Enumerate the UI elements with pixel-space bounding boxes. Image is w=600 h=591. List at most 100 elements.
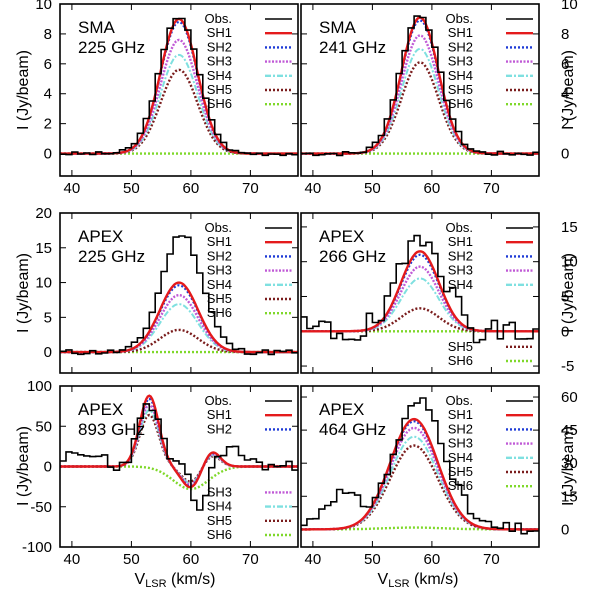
- series-sh3: [60, 293, 298, 354]
- y-tick-label: 0: [561, 146, 569, 163]
- series-obs: [301, 15, 539, 157]
- y-tick-label: 4: [44, 86, 52, 103]
- y-tick-label: 6: [561, 56, 569, 73]
- legend-label: SH4: [207, 499, 232, 514]
- x-tick-label: 50: [364, 551, 381, 568]
- x-axis-title: VLSR (km/s): [135, 571, 216, 590]
- y-tick-label: 30: [561, 455, 578, 472]
- panel-label: APEX: [319, 400, 364, 419]
- legend-label: SH6: [207, 96, 232, 111]
- legend-label: SH4: [448, 277, 473, 292]
- panel-label: 464 GHz: [319, 420, 386, 439]
- series-group: [60, 394, 298, 511]
- legend-label: SH5: [207, 291, 232, 306]
- y-axis-title: I (Jy/beam): [15, 50, 32, 130]
- series-group: [60, 235, 298, 356]
- x-tick-label: 40: [305, 180, 322, 197]
- series-sh2: [301, 253, 539, 333]
- panel-label: 225 GHz: [78, 38, 145, 57]
- legend-label: SH2: [207, 248, 232, 263]
- legend-label: SH2: [448, 39, 473, 54]
- panel-frame: [59, 212, 299, 374]
- y-tick-label: -50: [30, 499, 52, 516]
- series-sh4: [301, 277, 539, 333]
- y-tick-label: 100: [27, 378, 52, 395]
- y-tick-label: 0: [561, 521, 569, 538]
- x-tick-label: 40: [305, 551, 322, 568]
- x-tick-label: 40: [64, 551, 81, 568]
- legend-label: SH1: [207, 234, 232, 249]
- panel-frame: [300, 3, 540, 177]
- y-tick-label: -5: [561, 358, 574, 375]
- legend-label: SH3: [448, 54, 473, 69]
- legend-label: SH6: [448, 478, 473, 493]
- legend-label: SH6: [448, 96, 473, 111]
- series-sh3: [301, 265, 539, 333]
- y-tick-label: 5: [44, 309, 52, 326]
- y-tick-label: 50: [35, 418, 52, 435]
- series-sh4: [301, 47, 539, 155]
- y-axis-title: I (Jy/beam): [15, 426, 32, 506]
- y-axis-title: I (Jy/beam): [560, 426, 577, 506]
- y-axis-title: I (Jy/beam): [15, 253, 32, 333]
- panel-frame: [59, 3, 299, 177]
- series-sh5: [60, 68, 298, 155]
- y-tick-label: -100: [22, 539, 52, 556]
- series-sh3: [301, 426, 539, 531]
- legend-label: Obs.: [446, 393, 473, 408]
- y-tick-label: 20: [35, 205, 52, 222]
- legend-label: SH6: [207, 305, 232, 320]
- legend-label: SH5: [448, 339, 473, 354]
- panel-label: APEX: [78, 227, 123, 246]
- legend-label: SH4: [448, 450, 473, 465]
- legend-label: SH2: [207, 39, 232, 54]
- x-tick-label: 70: [483, 180, 500, 197]
- y-tick-label: 6: [44, 56, 52, 73]
- panel-label: 893 GHz: [78, 420, 145, 439]
- series-sh1: [301, 417, 539, 531]
- y-tick-label: 0: [561, 323, 569, 340]
- series-sh5: [301, 444, 539, 531]
- series-sh1: [60, 394, 298, 489]
- y-tick-label: 45: [561, 422, 578, 439]
- y-tick-label: 15: [35, 240, 52, 257]
- panel-frame: [300, 385, 540, 548]
- legend-label: SH6: [448, 353, 473, 368]
- legend-label: SH1: [207, 25, 232, 40]
- x-tick-label: 50: [123, 180, 140, 197]
- panel-label: APEX: [78, 400, 123, 419]
- legend-label: SH4: [448, 68, 473, 83]
- legend-label: SH1: [448, 234, 473, 249]
- series-obs: [60, 403, 298, 511]
- x-tick-label: 70: [242, 180, 259, 197]
- series-obs: [60, 235, 298, 356]
- legend-label: SH3: [448, 436, 473, 451]
- legend-label: SH3: [448, 263, 473, 278]
- y-axis-title: I (Jy/beam): [560, 253, 577, 333]
- x-tick-label: 60: [424, 180, 441, 197]
- y-tick-label: 10: [35, 0, 52, 13]
- x-tick-label: 60: [183, 551, 200, 568]
- y-tick-label: 4: [561, 86, 569, 103]
- series-group: [60, 17, 298, 157]
- legend-label: SH6: [207, 527, 232, 542]
- panel-label: 241 GHz: [319, 38, 386, 57]
- x-axis-title: VLSR (km/s): [378, 571, 459, 590]
- legend-label: Obs.: [205, 220, 232, 235]
- y-tick-label: 0: [44, 459, 52, 476]
- x-tick-label: 50: [364, 180, 381, 197]
- y-tick-label: 10: [561, 254, 578, 271]
- series-obs: [60, 17, 298, 157]
- legend-label: SH1: [448, 25, 473, 40]
- legend-label: SH5: [448, 82, 473, 97]
- legend-label: SH1: [448, 407, 473, 422]
- y-tick-label: 15: [561, 488, 578, 505]
- x-tick-label: 40: [64, 180, 81, 197]
